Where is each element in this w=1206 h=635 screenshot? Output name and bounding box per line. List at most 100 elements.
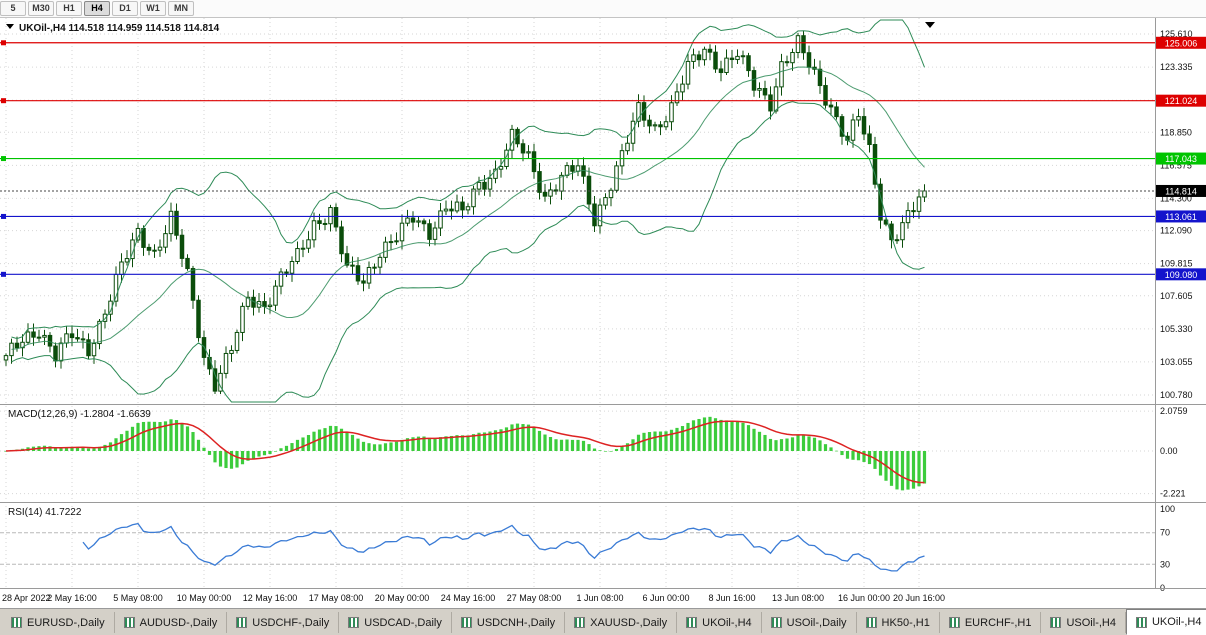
macd-histogram-bar (702, 417, 707, 451)
macd-histogram-bar (339, 428, 344, 451)
macd-histogram-bar (180, 422, 184, 451)
macd-histogram-bar (334, 425, 338, 451)
mini-chart-icon (686, 617, 698, 628)
macd-histogram-bar (350, 434, 355, 451)
macd-histogram-bar (367, 442, 371, 451)
price-line-label (1156, 152, 1206, 165)
mini-chart-icon (1050, 617, 1062, 628)
price-tick-label: 114.300 (1160, 193, 1192, 203)
macd-histogram-bar (746, 424, 751, 451)
macd-histogram-bar (383, 442, 388, 451)
timeframe-button-5[interactable]: 5 (0, 0, 26, 16)
macd-histogram-bar (570, 439, 575, 451)
timeframe-button-h4[interactable]: H4 (84, 0, 110, 16)
tab-label: XAUUSD-,Daily (590, 616, 668, 629)
macd-histogram-bar (372, 443, 377, 451)
macd-histogram-bar (708, 416, 712, 451)
macd-label: MACD(12,26,9) -1.2804 -1.6639 (8, 409, 151, 420)
tab-label: UKOil-,H4 (702, 616, 752, 629)
timeframe-button-w1[interactable]: W1 (140, 0, 166, 16)
tab-hk50-h1[interactable]: HK50-,H1 (857, 612, 940, 633)
macd-histogram-bar (889, 450, 894, 486)
macd-histogram-bar (141, 421, 146, 451)
macd-histogram-bar (323, 427, 327, 451)
tab-label: USOil-,Daily (786, 616, 847, 629)
macd-histogram-bar (609, 450, 613, 452)
macd-signal-line (5, 420, 925, 483)
price-tick-label: 103.055 (1160, 357, 1193, 367)
macd-histogram-bar (345, 431, 349, 451)
macd-histogram-bar (620, 445, 624, 451)
chart-ohlc-header: UKOil-,H4 114.518 114.959 114.518 114.81… (19, 23, 220, 34)
macd-histogram-bar (438, 436, 443, 451)
symbol-dropdown-icon[interactable] (6, 23, 14, 29)
macd-histogram-bar (218, 450, 223, 467)
macd-histogram-bar (900, 450, 905, 490)
tab-usoil-daily[interactable]: USOil-,Daily (762, 612, 857, 633)
time-label: 20 Jun 16:00 (893, 593, 945, 603)
tab-ukoil-h4[interactable]: UKOil-,H4 (677, 612, 762, 633)
macd-histogram-bar (202, 447, 206, 451)
tab-eurchf-h1[interactable]: EURCHF-,H1 (940, 612, 1042, 633)
rsi-tick-label: 70 (1160, 527, 1170, 537)
tab-label: UKOil-,H4 (1151, 616, 1202, 628)
price-tick-label: 109.815 (1160, 258, 1193, 268)
macd-histogram-bar (851, 450, 855, 460)
price-level-lines[interactable] (0, 39, 1155, 277)
price-line-label (1156, 94, 1206, 107)
macd-histogram-bar (394, 441, 399, 451)
tab-audusd-daily[interactable]: AUDUSD-,Daily (115, 612, 228, 633)
price-line-label (1156, 36, 1206, 49)
tab-usdchf-daily[interactable]: USDCHF-,Daily (227, 612, 340, 633)
macd-histogram-bar (774, 439, 778, 451)
tab-xauusd-daily[interactable]: XAUUSD-,Daily (565, 612, 678, 633)
macd-histogram-bar (878, 450, 883, 476)
bollinger-upper-band (11, 19, 925, 339)
macd-histogram-bar (449, 435, 454, 451)
macd-histogram-bar (191, 431, 195, 451)
line-anchor-marker (1, 213, 6, 219)
macd-histogram-bar (262, 450, 267, 455)
macd-histogram-bar (587, 443, 591, 451)
macd-histogram-bar (922, 450, 927, 484)
line-anchor-marker (1, 97, 6, 103)
tab-usdcnh-daily[interactable]: USDCNH-,Daily (452, 612, 566, 633)
chart-area: 28 Apr 2022 2 May 16:00 5 May 08:00 10 May … (0, 17, 1206, 608)
macd-histogram-bar (471, 433, 476, 451)
macd-histogram-bar (455, 434, 459, 451)
timeframe-button-m30[interactable]: M30 (28, 0, 54, 16)
macd-histogram-bar (70, 446, 74, 451)
tab-label: HK50-,H1 (881, 616, 930, 629)
tab-label: USOil-,H4 (1066, 616, 1116, 629)
macd-histogram-bar (163, 420, 168, 451)
bollinger-lower-band (11, 100, 925, 403)
svg-text:125.006: 125.006 (1165, 38, 1198, 48)
tab-ukoil-h4[interactable]: UKOil-,H4 (1125, 609, 1206, 635)
macd-histogram-bar (499, 428, 503, 451)
macd-tick-label: -2.221 (1160, 488, 1186, 498)
timeframe-button-d1[interactable]: D1 (112, 0, 138, 16)
tab-eurusd-daily[interactable]: EURUSD-,Daily (2, 612, 115, 633)
timeframe-button-mn[interactable]: MN (168, 0, 194, 16)
chart-shift-marker-icon[interactable] (925, 21, 935, 28)
macd-histogram-bar (812, 437, 817, 451)
macd-histogram-bar (306, 434, 311, 451)
time-label: 5 May 08:00 (113, 593, 163, 603)
macd-histogram-bar (515, 423, 520, 451)
macd-histogram-bar (169, 418, 173, 451)
macd-histogram-bar (301, 437, 305, 451)
macd-histogram-bar (867, 450, 872, 464)
tab-label: EURUSD-,Daily (27, 616, 105, 629)
macd-histogram-bar (724, 420, 729, 451)
macd-histogram-bar (4, 450, 8, 452)
macd-histogram-bar (400, 439, 404, 451)
macd-histogram-bar (862, 450, 866, 462)
macd-histogram-bar (53, 447, 58, 451)
macd-histogram-bar (664, 430, 668, 451)
timeframe-button-h1[interactable]: H1 (56, 0, 82, 16)
svg-text:117.043: 117.043 (1165, 154, 1197, 164)
tab-usdcad-daily[interactable]: USDCAD-,Daily (339, 612, 452, 633)
tab-usoil-h4[interactable]: USOil-,H4 (1041, 612, 1126, 633)
